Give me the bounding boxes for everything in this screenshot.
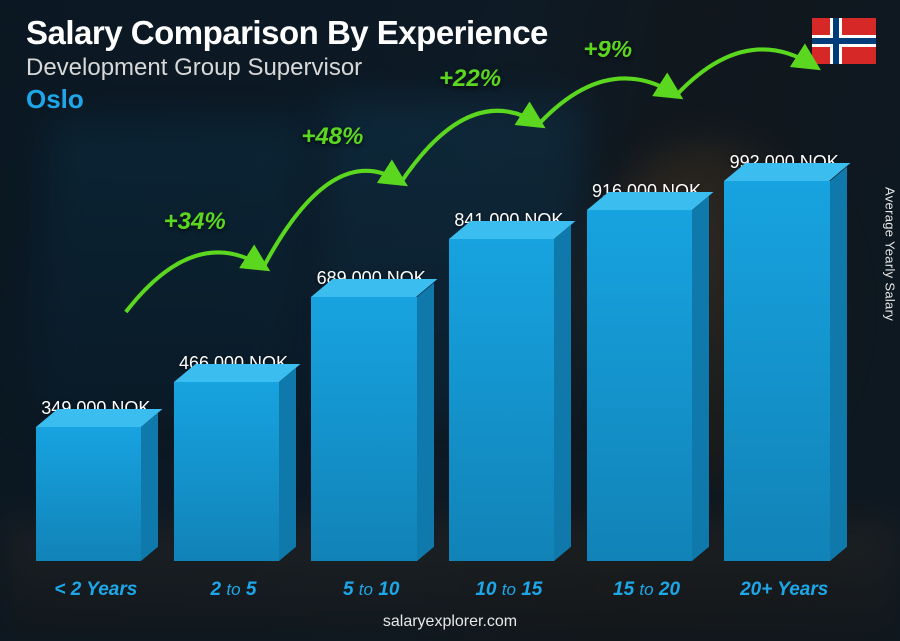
bar-side xyxy=(830,167,847,561)
bar-front xyxy=(724,181,829,561)
bar-side xyxy=(279,368,296,561)
growth-arrow-5 xyxy=(677,49,815,95)
bar-0: 349,000 NOK xyxy=(36,398,156,561)
bar-front xyxy=(311,297,416,561)
growth-pct-4: +9% xyxy=(583,41,632,63)
bar-1: 466,000 NOK xyxy=(174,353,294,561)
city-label: Oslo xyxy=(26,84,548,115)
y-axis-label: Average Yearly Salary xyxy=(883,187,898,321)
x-label-2: 5 to 10 xyxy=(311,579,431,601)
bar-3: 841,000 NOK xyxy=(449,210,569,561)
page-title: Salary Comparison By Experience xyxy=(26,14,548,52)
norway-flag-icon xyxy=(812,18,876,64)
bar-side xyxy=(692,196,709,561)
bar-side xyxy=(554,225,571,561)
bar-side xyxy=(417,283,434,561)
bar-chart: 349,000 NOK466,000 NOK689,000 NOK841,000… xyxy=(30,121,850,561)
bar-5: 992,000 NOK xyxy=(724,152,844,561)
x-label-4: 15 to 20 xyxy=(587,579,707,601)
bar-front xyxy=(587,210,692,561)
bar-4: 916,000 NOK xyxy=(587,181,707,561)
header: Salary Comparison By Experience Developm… xyxy=(26,14,548,115)
bar-2: 689,000 NOK xyxy=(311,268,431,561)
bar-front xyxy=(174,382,279,561)
bar-front xyxy=(449,239,554,561)
subtitle: Development Group Supervisor xyxy=(26,54,548,82)
x-axis-labels: < 2 Years 2 to 5 5 to 10 10 to 15 15 to 20 20… xyxy=(30,579,850,601)
infographic-stage: Salary Comparison By Experience Developm… xyxy=(0,0,900,641)
x-label-5: 20+ Years xyxy=(724,579,844,601)
footer-attribution: salaryexplorer.com xyxy=(0,613,900,631)
bar-side xyxy=(141,413,158,561)
x-label-0: < 2 Years xyxy=(36,579,156,601)
x-label-3: 10 to 15 xyxy=(449,579,569,601)
x-label-1: 2 to 5 xyxy=(174,579,294,601)
bar-front xyxy=(36,427,141,561)
